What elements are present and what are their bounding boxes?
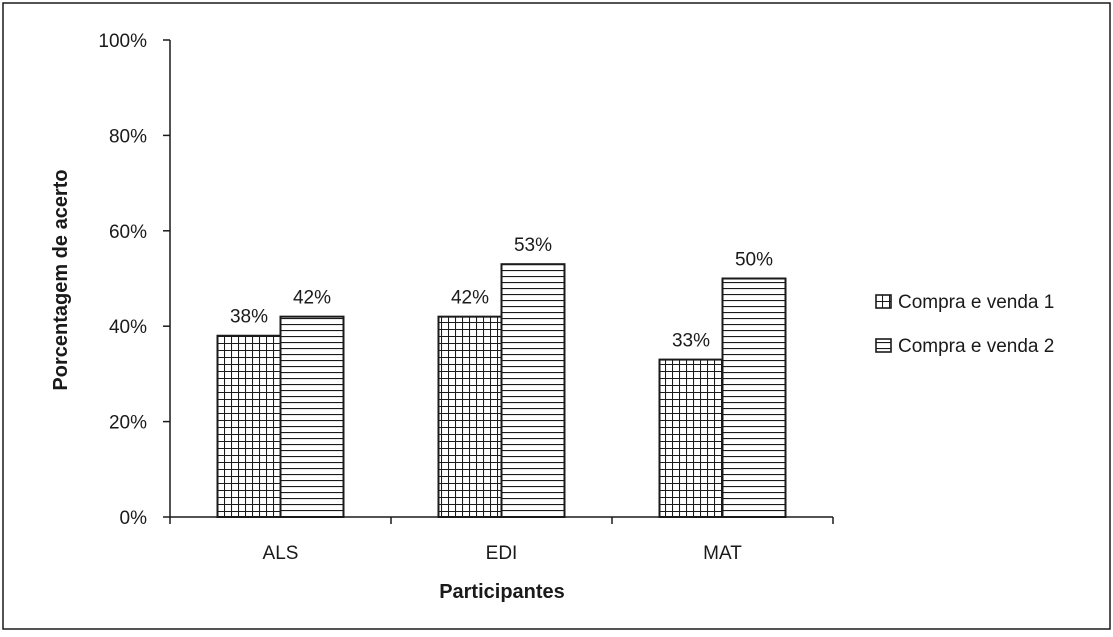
data-label: 50% [735, 250, 773, 271]
legend-label-2: Compra e venda 2 [898, 336, 1054, 357]
x-category-label: EDI [486, 543, 518, 564]
legend-swatch-2 [875, 338, 892, 353]
data-label: 53% [514, 235, 552, 256]
legend-label-1: Compra e venda 1 [898, 292, 1054, 313]
y-tick-label: 100% [98, 31, 147, 52]
bar-mat-series-1 [658, 358, 724, 518]
data-label: 42% [293, 288, 331, 309]
bar-edi-series-1 [437, 315, 503, 518]
data-label: 33% [672, 331, 710, 352]
x-category-label: ALS [263, 543, 299, 564]
bar-edi-series-2 [500, 263, 566, 518]
y-axis-title: Porcentagem de acerto [50, 169, 72, 390]
x-category-label: MAT [703, 543, 742, 564]
bar-als-series-1 [216, 334, 282, 518]
legend-swatch-1 [875, 294, 892, 309]
y-tick-label: 0% [120, 508, 148, 529]
bar-als-series-2 [279, 315, 345, 518]
y-tick-label: 40% [109, 317, 147, 338]
y-tick-label: 80% [109, 126, 147, 147]
y-tick-label: 20% [109, 413, 147, 434]
y-tick-label: 60% [109, 222, 147, 243]
data-label: 42% [451, 288, 489, 309]
x-axis-title: Participantes [439, 581, 565, 603]
bar-mat-series-2 [721, 277, 787, 518]
data-label: 38% [230, 307, 268, 328]
